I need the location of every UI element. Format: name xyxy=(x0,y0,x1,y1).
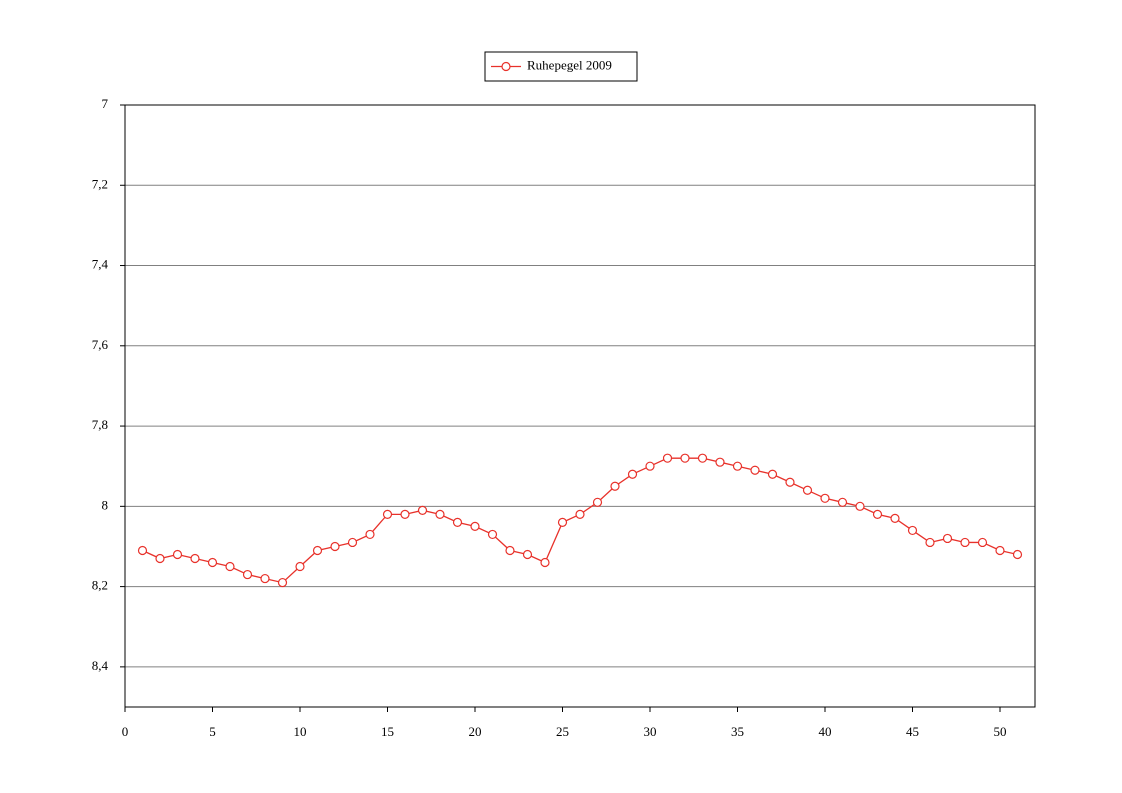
data-point xyxy=(137,545,148,556)
x-tick-label: 45 xyxy=(906,724,919,739)
x-tick-label: 15 xyxy=(381,724,394,739)
x-tick-label: 25 xyxy=(556,724,569,739)
data-point xyxy=(750,465,760,475)
data-point xyxy=(225,561,235,572)
data-point xyxy=(890,513,900,523)
data-point xyxy=(365,529,375,540)
data-point xyxy=(207,557,218,568)
y-tick-label: 7,2 xyxy=(92,176,108,191)
data-point xyxy=(592,497,603,507)
data-point xyxy=(977,537,988,548)
data-point xyxy=(767,469,778,479)
data-point xyxy=(522,549,533,560)
data-point xyxy=(662,453,673,463)
data-point xyxy=(645,461,655,471)
data-point xyxy=(925,537,935,548)
plot-frame xyxy=(124,104,1036,708)
x-tick-label: 30 xyxy=(644,724,657,739)
data-point xyxy=(260,573,270,584)
data-point xyxy=(837,497,848,507)
y-tick-label: 8,2 xyxy=(92,578,108,593)
y-tick-label: 7,6 xyxy=(92,337,109,352)
data-point xyxy=(820,493,830,503)
x-tick-label: 35 xyxy=(731,724,744,739)
y-tick-label: 7,4 xyxy=(92,257,109,272)
data-point xyxy=(330,541,340,552)
data-point xyxy=(242,569,253,580)
data-point xyxy=(295,561,305,572)
x-tick-label: 0 xyxy=(122,724,129,739)
y-tick-label: 8,4 xyxy=(92,658,109,673)
data-point xyxy=(557,517,568,527)
data-point xyxy=(540,557,550,568)
legend-marker xyxy=(501,61,511,72)
data-point xyxy=(190,553,200,564)
data-point xyxy=(1012,549,1023,560)
data-point xyxy=(435,509,445,519)
data-point xyxy=(575,509,585,519)
data-point xyxy=(697,453,708,463)
y-tick-label: 7 xyxy=(102,96,109,111)
x-tick-label: 10 xyxy=(294,724,307,739)
data-point xyxy=(470,521,480,532)
data-point xyxy=(610,481,620,491)
data-point xyxy=(505,545,515,556)
data-point xyxy=(995,545,1005,556)
y-tick-label: 7,8 xyxy=(92,417,108,432)
data-point xyxy=(487,529,498,540)
data-point xyxy=(802,485,813,495)
data-point xyxy=(400,509,410,519)
x-tick-label: 50 xyxy=(994,724,1007,739)
series-line xyxy=(142,457,1018,584)
data-point xyxy=(277,577,288,588)
data-point xyxy=(907,525,918,536)
data-point xyxy=(452,517,463,527)
x-tick-label: 5 xyxy=(209,724,216,739)
data-point xyxy=(347,537,358,548)
data-point xyxy=(417,505,428,515)
x-tick-label: 20 xyxy=(469,724,482,739)
data-point xyxy=(855,501,865,511)
data-point xyxy=(382,509,393,519)
data-point xyxy=(960,537,970,548)
data-point xyxy=(312,545,323,556)
y-tick-label: 8 xyxy=(102,497,109,512)
data-point xyxy=(872,509,883,519)
data-point xyxy=(715,457,725,467)
data-point xyxy=(732,461,743,471)
x-tick-label: 40 xyxy=(819,724,832,739)
data-point xyxy=(942,533,953,544)
data-point xyxy=(627,469,638,479)
data-point xyxy=(680,453,690,463)
data-point xyxy=(785,477,795,487)
legend-label: Ruhepegel 2009 xyxy=(527,57,612,72)
data-point xyxy=(155,553,165,564)
data-point xyxy=(172,549,183,560)
